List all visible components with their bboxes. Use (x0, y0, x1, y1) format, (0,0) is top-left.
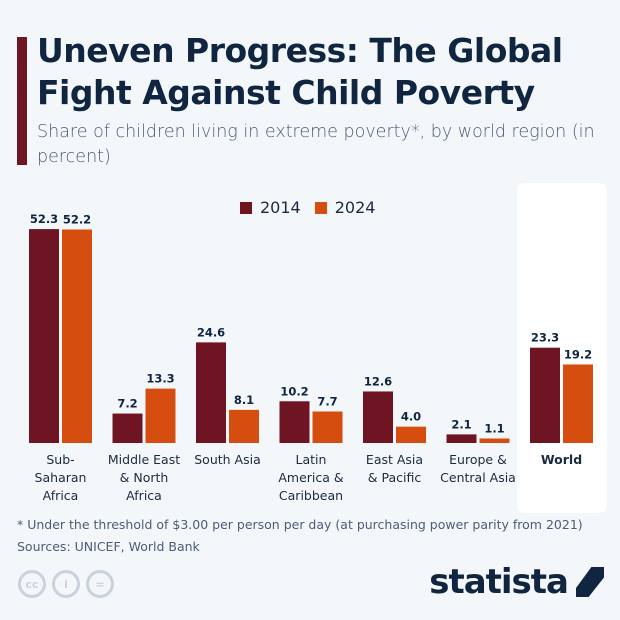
footnote: * Under the threshold of $3.00 per perso… (17, 517, 583, 532)
value-label-2024-1: 13.3 (146, 372, 174, 386)
statista-logo-mark-icon (576, 567, 604, 597)
value-label-2014-6: 23.3 (531, 331, 559, 345)
legend-swatch-2014 (240, 202, 252, 214)
legend-label-2014: 2014 (260, 198, 301, 217)
bar-2024-1 (145, 388, 176, 443)
value-label-2014-4: 12.6 (364, 374, 392, 388)
category-label-1: & North (120, 470, 169, 485)
bar-2024-3 (312, 411, 343, 443)
value-label-2024-0: 52.2 (63, 213, 91, 227)
no-derivatives-icon: = (86, 570, 114, 598)
chart-subtitle: Share of children living in extreme pove… (37, 122, 595, 167)
value-label-2024-2: 8.1 (234, 393, 254, 407)
license-icons: cc i = (18, 570, 114, 598)
value-label-2014-3: 10.2 (280, 384, 308, 398)
legend-label-2024: 2024 (334, 198, 376, 217)
category-label-4: & Pacific (368, 470, 422, 485)
bar-2014-0 (29, 229, 59, 443)
category-label-3: Latin (296, 452, 327, 467)
statista-logo: statista (429, 562, 604, 602)
bar-2014-5 (446, 434, 477, 443)
value-label-2024-5: 1.1 (484, 422, 504, 436)
bar-2024-4 (396, 426, 426, 443)
bar-2024-0 (62, 229, 92, 443)
value-label-2014-0: 52.3 (30, 212, 58, 226)
chart-title: Uneven Progress: The Global Fight Agains… (37, 31, 563, 112)
category-label-0: Sub- (46, 452, 74, 467)
bar-2024-6 (563, 364, 593, 443)
bar-2024-5 (479, 438, 510, 443)
category-label-1: Middle East (108, 452, 180, 467)
cc-icon: cc (18, 570, 46, 598)
category-label-5: Central Asia (440, 470, 516, 485)
value-label-2014-2: 24.6 (197, 325, 225, 339)
bar-2014-3 (279, 401, 310, 443)
value-label-2024-4: 4.0 (401, 410, 421, 424)
category-label-3: America & (278, 470, 344, 485)
bar-2014-6 (530, 347, 560, 443)
brand-name: statista (429, 562, 569, 602)
bar-2014-4 (363, 391, 393, 443)
attribution-icon: i (52, 570, 80, 598)
category-label-4: East Asia (366, 452, 423, 467)
category-label-1: Africa (126, 488, 162, 503)
legend-item-2024: 2024 (314, 198, 376, 217)
category-label-2: South Asia (194, 452, 261, 467)
category-label-3: Caribbean (279, 488, 343, 503)
category-label-0: Africa (43, 488, 79, 503)
category-label-0: Saharan (35, 470, 87, 485)
category-label-6: World (541, 452, 582, 467)
legend-swatch-2024 (314, 202, 327, 214)
title-accent-bar (17, 37, 27, 165)
value-label-2014-5: 2.1 (451, 417, 471, 431)
bar-2024-2 (229, 409, 259, 443)
value-label-2014-1: 7.2 (117, 397, 137, 411)
value-label-2024-3: 7.7 (317, 395, 337, 409)
bar-2014-2 (196, 342, 226, 443)
legend: 2014 2024 (240, 198, 375, 217)
sources: Sources: UNICEF, World Bank (17, 539, 200, 554)
category-label-5: Europe & (449, 452, 507, 467)
bar-2014-1 (112, 413, 143, 443)
legend-item-2014: 2014 (240, 198, 301, 217)
value-label-2024-6: 19.2 (564, 347, 592, 361)
